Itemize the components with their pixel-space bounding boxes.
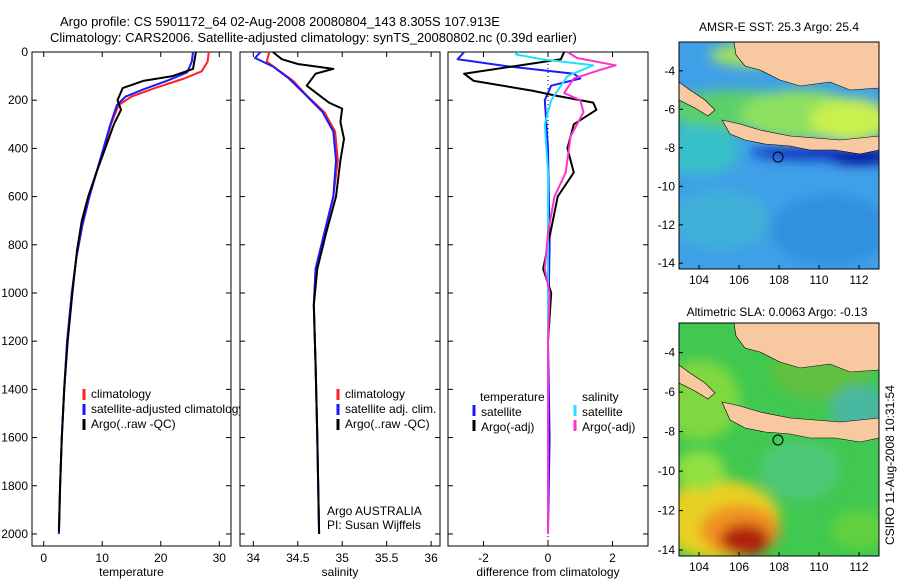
sst-map-xtick-label: 106 bbox=[729, 273, 749, 287]
temperature-legend-item: climatology bbox=[91, 387, 151, 401]
sst-map-ytick-label: -8 bbox=[664, 141, 675, 155]
sla-map-ytick-label: -10 bbox=[658, 464, 676, 478]
sla-map-xtick-label: 112 bbox=[849, 560, 868, 574]
temperature-ytick-label: 0 bbox=[21, 45, 28, 59]
sla-map-ytick-label: -12 bbox=[658, 504, 676, 518]
salinity-annotation-line: PI: Susan Wijffels bbox=[327, 518, 421, 532]
sst-argo-marker bbox=[772, 151, 784, 163]
temperature-xtick-label: 10 bbox=[96, 551, 110, 565]
sst-map-ytick-label: -12 bbox=[658, 218, 676, 232]
temperature-legend-item: Argo(..raw -QC) bbox=[91, 417, 176, 431]
salinity-xtick-label: 34.5 bbox=[286, 551, 310, 565]
sla-map-xtick-label: 106 bbox=[729, 560, 749, 574]
sst-land-java bbox=[721, 119, 879, 155]
sst-map-xtick-label: 112 bbox=[849, 273, 868, 287]
salinity-xtick-label: 35.5 bbox=[375, 551, 399, 565]
difference-legend-temperature-item: Argo(-adj) bbox=[481, 420, 534, 434]
difference-xtick-label: 0 bbox=[545, 551, 552, 565]
temperature-ytick-label: 1400 bbox=[1, 382, 28, 396]
salinity-axes-frame bbox=[239, 51, 441, 547]
sst-map-xtick-label: 108 bbox=[769, 273, 789, 287]
temperature-ytick-label: 400 bbox=[8, 141, 28, 155]
sla-map-ytick-label: -4 bbox=[664, 346, 675, 360]
sla-map-xtick-label: 108 bbox=[769, 560, 789, 574]
sla-land-borneo bbox=[733, 323, 879, 373]
sst-map-ytick-label: -4 bbox=[664, 64, 675, 78]
header-line2: Climatology: CARS2006. Satellite-adjuste… bbox=[50, 30, 577, 45]
difference-xtick-label: 2 bbox=[609, 551, 616, 565]
temperature-xtick-label: 30 bbox=[213, 551, 227, 565]
sst-map-xtick-label: 104 bbox=[689, 273, 709, 287]
sst-map-ytick-label: -14 bbox=[658, 256, 676, 270]
salinity-series-argo-raw-qc- bbox=[272, 51, 345, 535]
difference-legend-salinity-title: salinity bbox=[582, 390, 619, 404]
header-line1: Argo profile: CS 5901172_64 02-Aug-2008 … bbox=[60, 14, 500, 29]
sla-map-xtick-label: 110 bbox=[809, 560, 828, 574]
temperature-xlabel: temperature bbox=[99, 565, 164, 579]
sla-map-ytick-label: -8 bbox=[664, 425, 675, 439]
sst-map-ytick-label: -6 bbox=[664, 102, 675, 116]
temperature-ytick-label: 600 bbox=[8, 190, 28, 204]
sst-map-title: AMSR-E SST: 25.3 Argo: 25.4 bbox=[699, 20, 859, 34]
difference-legend-salinity-item: Argo(-adj) bbox=[582, 420, 635, 434]
sst-land-borneo bbox=[733, 42, 879, 91]
salinity-legend-item: climatology bbox=[345, 387, 405, 401]
temperature-ytick-label: 200 bbox=[8, 93, 28, 107]
sla-map-ytick-label: -14 bbox=[658, 543, 676, 557]
temperature-xtick-label: 20 bbox=[154, 551, 168, 565]
sla-land-java bbox=[721, 401, 879, 443]
salinity-xtick-label: 35 bbox=[336, 551, 350, 565]
difference-legend-temperature-item: satellite bbox=[481, 405, 522, 419]
salinity-xlabel: salinity bbox=[322, 565, 359, 579]
sla-argo-marker bbox=[772, 434, 784, 446]
salinity-panel: 34 34.5 35 35.5 36 salinity climatologysatelli… bbox=[239, 51, 441, 579]
salinity-xtick-label: 34 bbox=[247, 551, 261, 565]
difference-xlabel: difference from climatology bbox=[476, 565, 619, 579]
salinity-legend-item: satellite adj. clim. bbox=[345, 402, 436, 416]
sla-map-ytick-label: -6 bbox=[664, 385, 675, 399]
sla-map-xtick-label: 104 bbox=[689, 560, 709, 574]
temperature-ytick-label: 1600 bbox=[1, 431, 28, 445]
sst-map-ytick-label: -10 bbox=[658, 179, 676, 193]
difference-series-temperature-argo-adj- bbox=[463, 51, 598, 532]
sla-map-title: Altimetric SLA: 0.0063 Argo: -0.13 bbox=[687, 305, 868, 319]
difference-legend-temperature-title: temperature bbox=[480, 390, 545, 404]
temperature-series-argo-raw-qc- bbox=[57, 51, 197, 532]
sla-map-panel: Altimetric SLA: 0.0063 Argo: -0.13 104 10… bbox=[658, 305, 880, 574]
salinity-annotation-line: Argo AUSTRALIA bbox=[327, 504, 422, 518]
footer-stamp: CSIRO 11-Aug-2008 10:31:54 bbox=[883, 385, 897, 545]
temperature-panel: 0 10 20 30 temperature 0 200 400 600 800 1000 1200 1… bbox=[1, 45, 244, 579]
sst-map-xtick-label: 110 bbox=[809, 273, 828, 287]
difference-legend-salinity-item: satellite bbox=[582, 405, 623, 419]
difference-xtick-label: -2 bbox=[478, 551, 489, 565]
temperature-ytick-label: 800 bbox=[8, 238, 28, 252]
sst-map-panel: AMSR-E SST: 25.3 Argo: 25.4 104 106 108 110… bbox=[658, 20, 880, 287]
temperature-ytick-label: 1000 bbox=[1, 286, 28, 300]
sst-land-sumatra bbox=[679, 81, 716, 117]
temperature-ytick-label: 1800 bbox=[1, 479, 28, 493]
difference-series-salinity-argo-adj- bbox=[543, 51, 617, 534]
sla-land-sumatra bbox=[679, 364, 716, 400]
temperature-legend-item: satellite-adjusted climatology bbox=[91, 402, 244, 416]
temperature-axes-frame bbox=[31, 51, 232, 547]
salinity-legend-item: Argo(..raw -QC) bbox=[345, 417, 430, 431]
temperature-xtick-label: 0 bbox=[40, 551, 47, 565]
salinity-xtick-label: 36 bbox=[424, 551, 438, 565]
temperature-ytick-label: 2000 bbox=[1, 527, 28, 541]
temperature-ytick-label: 1200 bbox=[1, 334, 28, 348]
